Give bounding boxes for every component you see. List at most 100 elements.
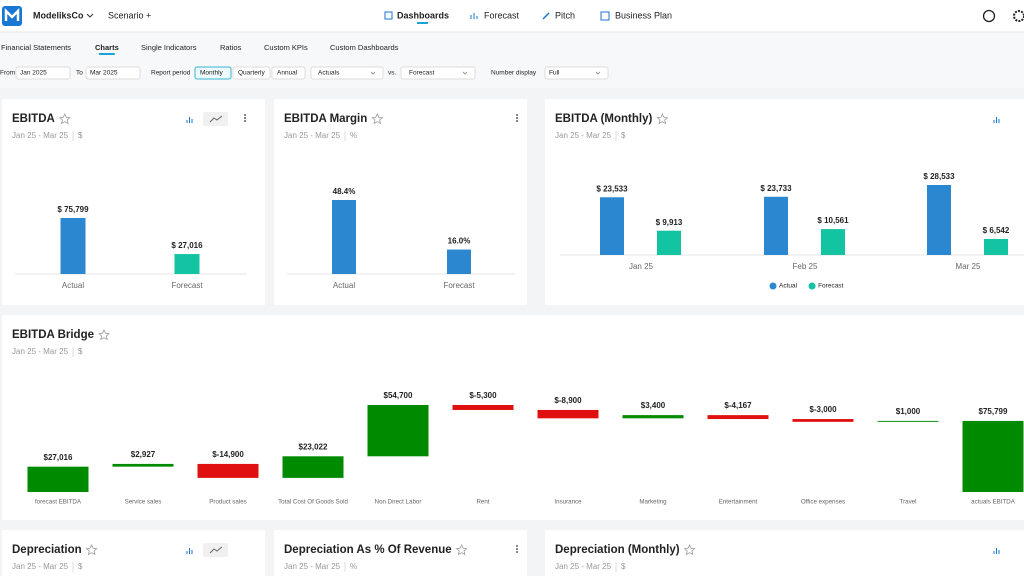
star-icon[interactable]	[58, 113, 71, 125]
nav-tab[interactable]: Pitch	[555, 10, 575, 20]
trend-icon	[209, 115, 223, 123]
bar-view-icon[interactable]	[993, 117, 1000, 123]
menu-dot[interactable]	[516, 548, 518, 550]
category-label: Mar 25	[956, 262, 981, 271]
dropdown[interactable]	[400, 66, 476, 80]
dropdown-caret	[595, 71, 601, 75]
dropdown-caret	[462, 71, 468, 75]
card-subtitle: Jan 25 - Mar 25	[12, 562, 69, 571]
period-label[interactable]: Annual	[277, 70, 298, 77]
scenario[interactable]: Scenario	[108, 10, 144, 20]
value-label: $-5,300	[469, 391, 497, 400]
dropdown-value[interactable]: Full	[549, 70, 560, 77]
trend-icon	[209, 546, 223, 554]
menu-dot[interactable]	[516, 551, 518, 553]
settings-icon[interactable]	[1013, 10, 1024, 22]
date-value[interactable]: Mar 2025	[90, 70, 118, 77]
nav-tab[interactable]: Business Plan	[615, 10, 672, 20]
card	[274, 99, 527, 305]
star-icon[interactable]	[371, 113, 384, 125]
value-label: $1,000	[896, 407, 921, 416]
date-input[interactable]	[85, 66, 141, 80]
value-label: $-4,167	[724, 401, 752, 410]
star-icon[interactable]	[98, 329, 110, 341]
category-label: Jan 25	[629, 262, 654, 271]
category-label: Rent	[476, 499, 489, 506]
waterfall-bar	[537, 409, 599, 419]
bar-view-icon[interactable]	[993, 548, 1000, 554]
card-subtitle: Jan 25 - Mar 25	[284, 131, 341, 140]
subtab[interactable]: Ratios	[220, 43, 242, 52]
chevron[interactable]	[86, 13, 94, 18]
category-label: Actual	[62, 281, 84, 290]
help-icon[interactable]	[982, 9, 996, 23]
menu-dot[interactable]	[244, 117, 246, 119]
brand[interactable]: ModeliksCo	[33, 10, 84, 20]
bar-view-icon[interactable]	[186, 548, 193, 554]
card-title: EBITDA Bridge	[12, 329, 94, 341]
value-label: $23,022	[299, 442, 328, 451]
value-label: $2,927	[131, 450, 156, 459]
bar-view-icon[interactable]	[186, 117, 193, 123]
bar	[332, 200, 356, 274]
dropdown[interactable]	[544, 66, 609, 80]
tab-underline	[417, 22, 428, 24]
subtab[interactable]: Single Indicators	[141, 43, 197, 52]
filter-label: From	[0, 70, 15, 77]
menu-dot[interactable]	[516, 545, 518, 547]
value-label: $-14,900	[212, 450, 244, 459]
value-label: $ 10,561	[817, 216, 849, 225]
dropdown-value[interactable]: Forecast	[409, 70, 434, 77]
subtab[interactable]: Charts	[95, 43, 119, 52]
date-value[interactable]: Jan 2025	[20, 70, 47, 77]
period-button[interactable]	[232, 66, 271, 80]
value-label: 16.0%	[448, 237, 471, 246]
menu-dot[interactable]	[516, 120, 518, 122]
period-label[interactable]: Quarterly	[238, 70, 265, 77]
subtab[interactable]: Custom KPIs	[264, 43, 308, 52]
legend-label: Actual	[779, 283, 798, 290]
star-icon[interactable]	[656, 113, 669, 125]
subtab[interactable]: Financial Statements	[1, 43, 71, 52]
period-button[interactable]	[271, 66, 306, 80]
nav-tab[interactable]: Dashboards	[397, 10, 449, 20]
period-label[interactable]: Monthly	[200, 70, 224, 77]
star-icon[interactable]	[683, 544, 696, 556]
value-label: $ 23,733	[760, 184, 792, 193]
menu-dot[interactable]	[244, 114, 246, 116]
bar	[821, 229, 845, 255]
menu-dot[interactable]	[516, 114, 518, 116]
card	[2, 315, 1024, 520]
menu-dot[interactable]	[516, 117, 518, 119]
dropdown-caret	[370, 71, 376, 75]
category-label: Total Cost Of Goods Sold	[278, 499, 348, 506]
dropdown[interactable]	[310, 66, 384, 80]
legend-label: Forecast	[818, 283, 843, 290]
star-icon[interactable]	[85, 544, 98, 556]
add-icon[interactable]: +	[146, 10, 151, 20]
waterfall-bar	[962, 420, 1024, 492]
category-label: Forecast	[171, 281, 203, 290]
waterfall-bar	[707, 415, 769, 420]
bar	[600, 197, 624, 255]
value-label: $ 27,016	[171, 241, 203, 250]
subtab[interactable]: Custom Dashboards	[330, 43, 399, 52]
bar	[174, 254, 200, 274]
waterfall-bar	[622, 415, 684, 419]
menu-dot[interactable]	[244, 120, 246, 122]
toolbar	[0, 32, 1024, 88]
value-label: $ 23,533	[596, 184, 628, 193]
card	[274, 530, 527, 576]
dropdown-value[interactable]: Actuals	[318, 70, 340, 77]
category-label: Feb 25	[793, 262, 818, 271]
date-input[interactable]	[15, 66, 71, 80]
star-icon[interactable]	[455, 544, 468, 556]
value-label: $ 6,542	[983, 226, 1010, 235]
bar	[984, 238, 1008, 255]
filter-label: To	[76, 70, 83, 77]
period-button[interactable]	[194, 66, 232, 80]
card-subtitle: Jan 25 - Mar 25	[555, 562, 612, 571]
nav-tab[interactable]: Forecast	[484, 10, 520, 20]
card-title: Depreciation	[12, 544, 82, 556]
